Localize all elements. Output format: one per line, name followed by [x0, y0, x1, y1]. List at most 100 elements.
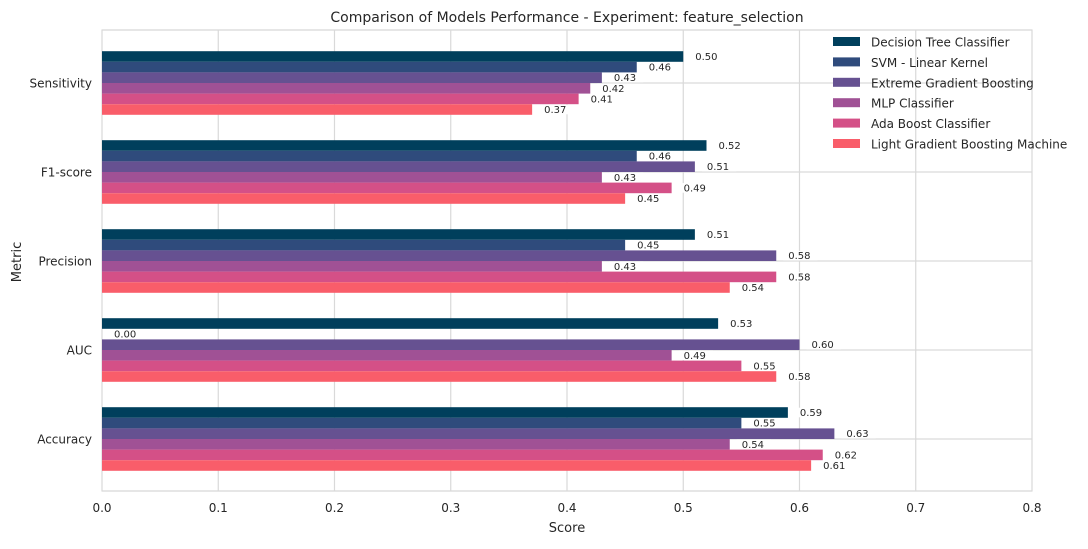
- bar: [102, 150, 637, 162]
- bar: [102, 51, 684, 62]
- value-label-bg: [643, 151, 679, 161]
- x-tick-label: 0.6: [790, 501, 809, 515]
- x-tick-label: 0.0: [92, 501, 111, 515]
- value-label-bg: [608, 72, 644, 83]
- value-label: 0.41: [591, 94, 613, 105]
- value-label: 0.50: [695, 52, 717, 63]
- value-label: 0.54: [742, 440, 764, 451]
- bars: [102, 51, 835, 471]
- value-label: 0.37: [544, 105, 566, 116]
- bar: [102, 72, 602, 83]
- bar: [102, 428, 835, 439]
- value-label-bg: [725, 318, 760, 329]
- bar: [102, 261, 602, 272]
- value-label-bg: [643, 62, 679, 72]
- value-label-bg: [597, 83, 632, 94]
- y-tick-label: F1-score: [41, 166, 92, 180]
- value-label: 0.43: [614, 262, 636, 273]
- bar: [102, 318, 719, 329]
- x-tick-label: 0.1: [209, 501, 228, 515]
- value-label: 0.45: [637, 241, 659, 252]
- x-tick-label: 0.2: [325, 501, 344, 515]
- value-label-bg: [783, 272, 818, 282]
- bar: [102, 282, 730, 293]
- value-label: 0.60: [812, 340, 834, 351]
- bar: [102, 161, 695, 172]
- legend-swatch: [833, 37, 860, 46]
- value-label: 0.46: [649, 152, 671, 163]
- x-tick-label: 0.4: [557, 501, 576, 515]
- bar: [102, 140, 707, 151]
- value-label: 0.43: [614, 173, 636, 184]
- bar: [102, 350, 672, 361]
- bar: [102, 271, 777, 283]
- value-label: 0.43: [614, 73, 636, 84]
- value-label-bg: [632, 240, 667, 250]
- bar: [102, 61, 637, 73]
- bar: [102, 439, 730, 450]
- value-label: 0.63: [846, 429, 868, 440]
- value-label-bg: [608, 261, 644, 272]
- value-label: 0.58: [788, 272, 810, 283]
- value-label-bg: [690, 51, 725, 62]
- y-axis-title: Metric: [10, 242, 25, 282]
- value-labels: 0.500.460.430.420.410.370.520.460.510.43…: [109, 51, 876, 472]
- bar: [102, 339, 800, 350]
- y-tick-label: Accuracy: [37, 433, 92, 447]
- x-tick-label: 0.3: [441, 501, 460, 515]
- value-label: 0.53: [730, 319, 752, 330]
- legend-label: MLP Classifier: [871, 97, 954, 111]
- legend-swatch: [833, 98, 860, 108]
- bar: [102, 193, 626, 204]
- bar: [102, 239, 626, 251]
- value-label-bg: [632, 193, 667, 204]
- legend-swatch: [833, 77, 860, 87]
- bar: [102, 229, 695, 240]
- value-label-bg: [794, 407, 830, 418]
- value-label-bg: [783, 371, 818, 382]
- value-label-bg: [783, 250, 818, 261]
- value-label-bg: [748, 361, 783, 371]
- y-tick-label: Precision: [38, 255, 92, 269]
- x-tick-label: 0.8: [1022, 501, 1041, 515]
- value-label: 0.51: [707, 230, 729, 241]
- legend-swatch: [833, 139, 860, 148]
- chart-title: Comparison of Models Performance - Exper…: [330, 10, 803, 26]
- value-label-bg: [608, 172, 644, 183]
- value-label: 0.49: [684, 183, 706, 194]
- value-label-bg: [678, 350, 714, 361]
- value-label: 0.49: [684, 351, 706, 362]
- legend-swatch: [833, 57, 860, 67]
- value-label: 0.58: [788, 372, 810, 383]
- value-label-bg: [736, 282, 772, 293]
- value-label: 0.51: [707, 162, 729, 173]
- legend-label: Ada Boost Classifier: [871, 117, 990, 131]
- value-label-bg: [713, 140, 748, 151]
- value-label: 0.52: [719, 141, 741, 152]
- value-label-bg: [736, 439, 772, 450]
- bar: [102, 460, 812, 471]
- value-label: 0.46: [649, 63, 671, 74]
- value-label-bg: [539, 104, 574, 115]
- y-tick-label: AUC: [67, 344, 92, 358]
- bar: [102, 104, 533, 115]
- value-label-bg: [678, 183, 714, 193]
- bar: [102, 407, 788, 418]
- bar: [102, 360, 742, 372]
- value-label-bg: [585, 94, 621, 104]
- value-label: 0.55: [753, 419, 775, 430]
- bar: [102, 371, 777, 382]
- bar: [102, 182, 672, 194]
- value-label-bg: [818, 460, 853, 471]
- value-label: 0.00: [114, 330, 136, 341]
- value-label-bg: [829, 450, 865, 460]
- legend-label: Light Gradient Boosting Machine: [871, 138, 1067, 152]
- bar: [102, 417, 742, 429]
- value-label: 0.54: [742, 283, 764, 294]
- value-label-bg: [748, 418, 783, 428]
- bar: [102, 250, 777, 261]
- value-label: 0.62: [835, 450, 857, 461]
- value-label-bg: [701, 161, 737, 172]
